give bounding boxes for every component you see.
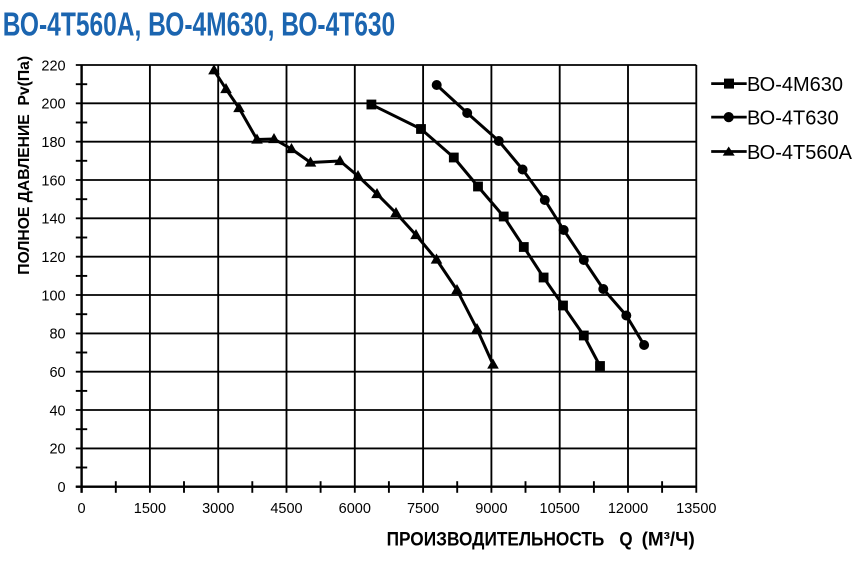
svg-text:ВО-4Т560А, ВО-4М630, ВО-4Т630: ВО-4Т560А, ВО-4М630, ВО-4Т630 [3,6,395,44]
svg-text:120: 120 [41,250,65,266]
svg-text:200: 200 [41,97,65,113]
svg-text:ПРОИЗВОДИТЕЛЬНОСТЬ: ПРОИЗВОДИТЕЛЬНОСТЬ [387,527,605,549]
svg-text:ВО-4М630: ВО-4М630 [747,74,843,96]
svg-text:10500: 10500 [540,501,580,517]
svg-text:0: 0 [58,480,66,496]
svg-text:100: 100 [41,288,65,304]
svg-text:(М³/Ч): (М³/Ч) [642,529,695,550]
svg-text:160: 160 [41,173,65,189]
svg-text:40: 40 [49,403,65,419]
svg-text:1500: 1500 [134,501,166,517]
svg-text:13500: 13500 [676,501,716,517]
svg-text:6000: 6000 [339,501,371,517]
svg-text:180: 180 [41,135,65,151]
svg-text:4500: 4500 [270,501,302,517]
svg-text:7500: 7500 [407,501,439,517]
svg-text:140: 140 [41,212,65,228]
svg-text:0: 0 [78,501,86,517]
svg-text:Q: Q [619,527,632,549]
svg-text:220: 220 [41,58,65,74]
svg-text:9000: 9000 [475,501,507,517]
svg-text:ВО-4Т560А: ВО-4Т560А [747,142,853,164]
svg-text:12000: 12000 [608,501,648,517]
svg-text:20: 20 [49,442,65,458]
svg-text:3000: 3000 [202,501,234,517]
svg-text:60: 60 [49,365,65,381]
svg-text:ПОЛНОЕ ДАВЛЕНИЕ Pv(Па): ПОЛНОЕ ДАВЛЕНИЕ Pv(Па) [16,56,33,275]
svg-text:ВО-4Т630: ВО-4Т630 [747,107,839,129]
svg-text:80: 80 [49,327,65,343]
